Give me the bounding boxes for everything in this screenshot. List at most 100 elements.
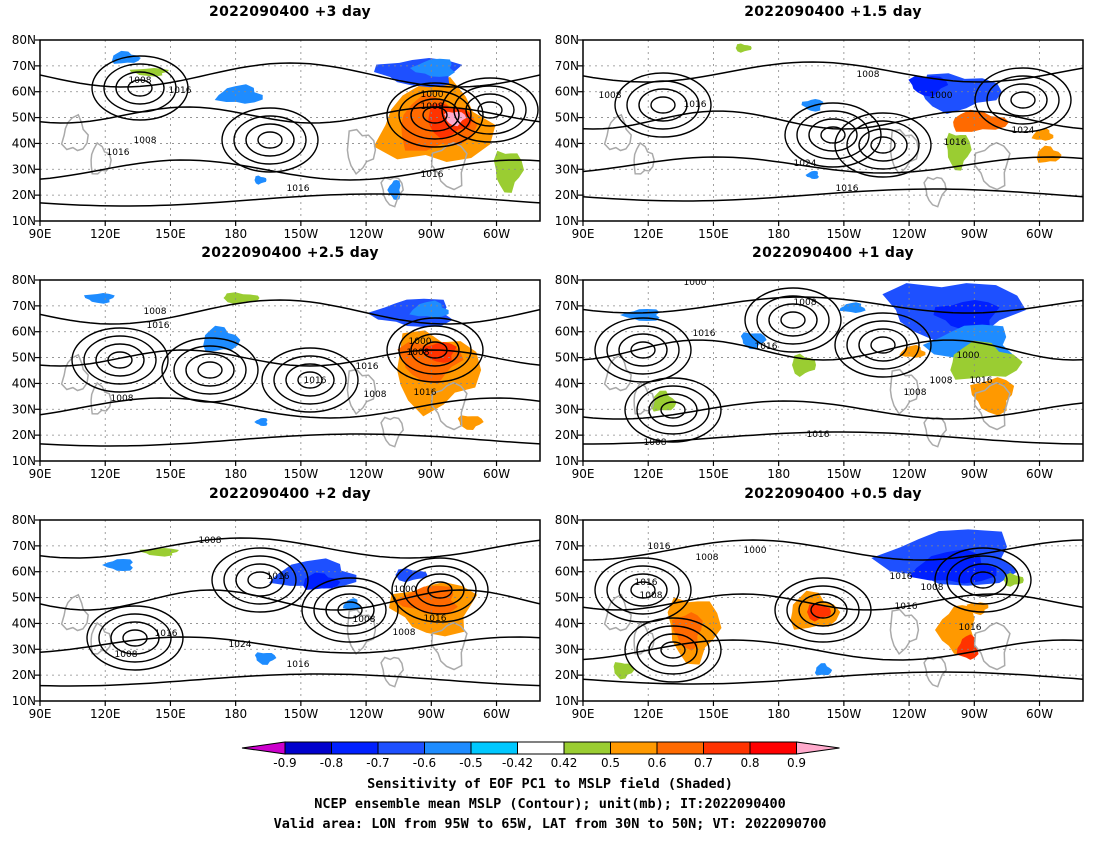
x-tick-label: 90W <box>961 467 988 481</box>
mslp-contour <box>221 107 319 173</box>
y-tick-label: 40N <box>12 616 36 630</box>
y-tick-label: 10N <box>12 454 36 468</box>
mslp-contour <box>477 101 503 119</box>
contour-label: 1008 <box>144 307 167 317</box>
mslp-contour <box>403 565 477 615</box>
mslp-contour <box>107 351 133 369</box>
mslp-contour <box>970 571 996 589</box>
contour-label: 1008 <box>115 650 138 660</box>
mslp-contour <box>648 633 698 667</box>
y-tick-label: 50N <box>12 111 36 125</box>
mslp-contour <box>594 317 692 383</box>
mslp-contour <box>398 90 472 140</box>
sensitivity-region <box>735 43 752 53</box>
x-tick-label: 180 <box>224 467 247 481</box>
mslp-contour <box>768 303 818 337</box>
coastline <box>90 141 112 175</box>
x-tick-label: 150E <box>698 227 729 241</box>
map-plot: 1008 1016 1008 1016 1000 1008 1016 1016 90E 120E 1… <box>12 33 541 241</box>
mslp-contour <box>386 317 484 383</box>
y-tick-label: 30N <box>12 642 36 656</box>
sensitivity-region <box>493 150 524 193</box>
contour-label: 1008 <box>794 298 817 308</box>
panel-plus-3-day: 2022090400 +3 day 1008 1016 1008 1016 1000 10… <box>0 0 545 241</box>
contour-label: 1008 <box>599 91 622 101</box>
x-tick-label: 120W <box>349 467 384 481</box>
coastline <box>973 381 1011 431</box>
coastline <box>603 113 632 152</box>
contour-label: 1016 <box>959 623 982 633</box>
mslp-contour <box>398 325 472 375</box>
y-tick-label: 20N <box>12 188 36 202</box>
contour-label: 1008 <box>644 438 667 448</box>
mslp-contour <box>630 581 656 599</box>
mslp-contour <box>660 641 686 659</box>
mslp-contour <box>594 557 692 623</box>
mslp-contour <box>422 341 448 359</box>
map-frame <box>39 519 541 702</box>
x-tick-label: 60W <box>1026 467 1053 481</box>
x-tick-label: 120W <box>349 707 384 721</box>
mslp-contour <box>161 337 259 403</box>
panel-plus-2-day: 2022090400 +2 day 1008 1016 1016 1008 1024 10… <box>0 480 545 721</box>
mslp-contour <box>40 636 540 654</box>
mslp-contour <box>71 327 169 393</box>
panel-title: 2022090400 +1 day <box>752 245 914 261</box>
x-tick-label: 120E <box>633 707 664 721</box>
x-tick-label: 180 <box>767 467 790 481</box>
x-tick-label: 120W <box>892 467 927 481</box>
x-tick-label: 60W <box>483 707 510 721</box>
mslp-contour <box>91 55 189 121</box>
sensitivity-region <box>899 344 926 358</box>
colorbar-label: 0.6 <box>647 756 666 770</box>
sensitivity-region <box>740 332 767 350</box>
y-tick-label: 50N <box>555 351 579 365</box>
sensitivity-region <box>908 76 949 97</box>
mslp-contour <box>257 131 283 149</box>
mslp-contour <box>870 336 896 354</box>
x-tick-label: 120E <box>633 467 664 481</box>
colorbar-label: -0.7 <box>366 756 389 770</box>
y-tick-label: 10N <box>12 694 36 708</box>
mslp-contour <box>98 613 172 663</box>
mslp-contour <box>103 63 177 113</box>
x-tick-label: 90E <box>572 467 595 481</box>
coastline <box>633 141 655 175</box>
contour-label: 1008 <box>111 394 134 404</box>
colorbar-low-arrow <box>241 741 286 755</box>
x-tick-label: 150W <box>826 707 861 721</box>
contour-label: 1016 <box>755 342 778 352</box>
map-plot: 1000 1008 1016 1016 1000 1008 1016 1008 1016 1008… <box>555 273 1084 481</box>
x-tick-label: 150E <box>155 227 186 241</box>
mslp-contour <box>774 577 872 643</box>
colorbar-segment <box>749 741 797 755</box>
contour-label: 1016 <box>287 184 310 194</box>
contour-label: 1000 <box>744 546 767 556</box>
mslp-contour <box>297 371 323 389</box>
x-tick-label: 60W <box>483 227 510 241</box>
sensitivity-region <box>444 111 467 127</box>
x-tick-label: 90W <box>418 467 445 481</box>
y-tick-label: 60N <box>555 325 579 339</box>
contour-label: 1016 <box>424 614 447 624</box>
contour-label: 1008 <box>353 615 376 625</box>
mslp-contour <box>211 547 309 613</box>
x-tick-label: 120E <box>90 707 121 721</box>
x-tick-label: 120W <box>892 227 927 241</box>
contour-label: 1008 <box>407 348 430 358</box>
mslp-contour <box>583 156 1083 174</box>
x-tick-label: 180 <box>767 707 790 721</box>
mslp-contour <box>583 188 1083 202</box>
y-tick-label: 30N <box>555 642 579 656</box>
mslp-contour <box>796 110 870 160</box>
mslp-contour <box>235 563 285 597</box>
mslp-contour <box>391 557 489 623</box>
contour-label: 1000 <box>394 585 417 595</box>
coastline <box>923 416 948 448</box>
mslp-contour <box>974 67 1072 133</box>
contour-label: 1008 <box>134 136 157 146</box>
coastline <box>633 381 655 415</box>
sensitivity-region <box>387 180 401 200</box>
mslp-contour <box>465 93 515 127</box>
mslp-contour <box>606 565 680 615</box>
